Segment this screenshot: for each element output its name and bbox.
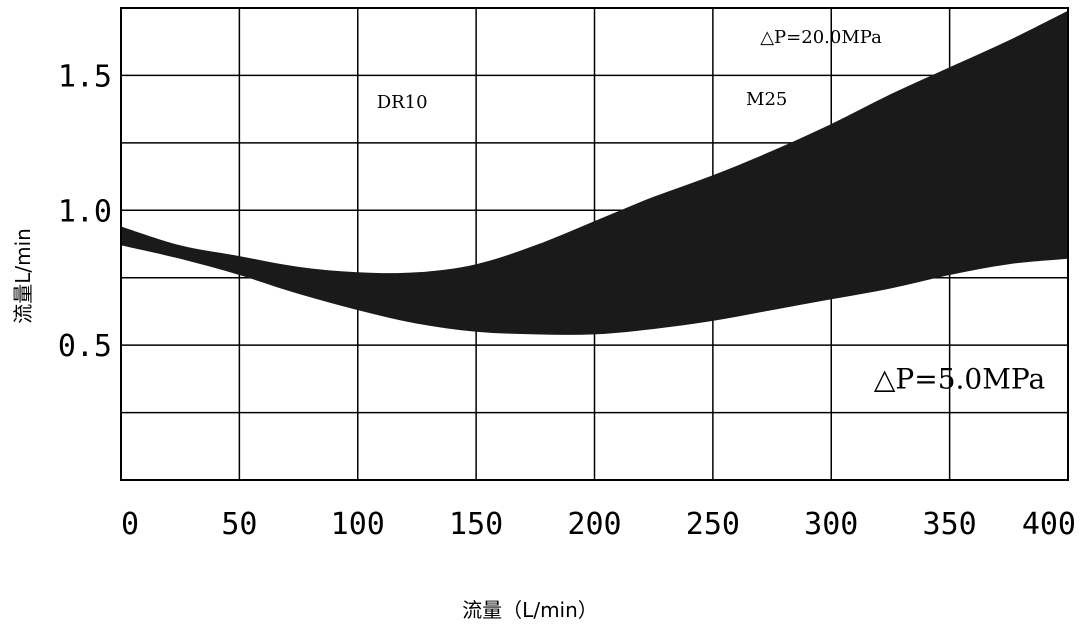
x-tick-label: 0: [121, 507, 139, 542]
y-tick-label: 1.0: [58, 194, 112, 229]
x-tick-label: 100: [331, 507, 385, 542]
annotation: △P=20.0MPa: [760, 27, 882, 48]
annotations: DR10 M25 △P=20.0MPa △P=5.0MPa: [377, 27, 1045, 395]
annotation: △P=5.0MPa: [874, 362, 1045, 395]
y-tick-labels: 0.5 1.0 1.5: [58, 59, 112, 364]
plot-frame: [120, 7, 1069, 481]
x-tick-label: 400: [1022, 507, 1076, 542]
x-tick-label: 250: [686, 507, 740, 542]
y-tick-label: 1.5: [58, 59, 112, 94]
x-tick-label: 50: [221, 507, 257, 542]
x-tick-label: 200: [567, 507, 621, 542]
annotation: M25: [746, 89, 787, 110]
y-axis-label: 流量L/min: [11, 228, 35, 324]
pressure-band: [121, 10, 1068, 335]
x-tick-label: 300: [804, 507, 858, 542]
x-axis-label: 流量（L/min）: [462, 598, 598, 622]
x-tick-label: 150: [449, 507, 503, 542]
annotation: DR10: [377, 92, 428, 113]
x-tick-label: 350: [923, 507, 977, 542]
x-tick-labels: 0 50 100 150 200 250 300 350 400: [121, 507, 1076, 542]
y-tick-label: 0.5: [58, 329, 112, 364]
